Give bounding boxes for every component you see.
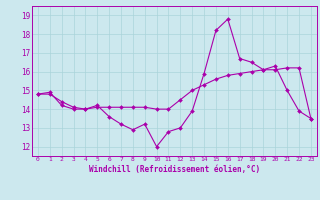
- X-axis label: Windchill (Refroidissement éolien,°C): Windchill (Refroidissement éolien,°C): [89, 165, 260, 174]
